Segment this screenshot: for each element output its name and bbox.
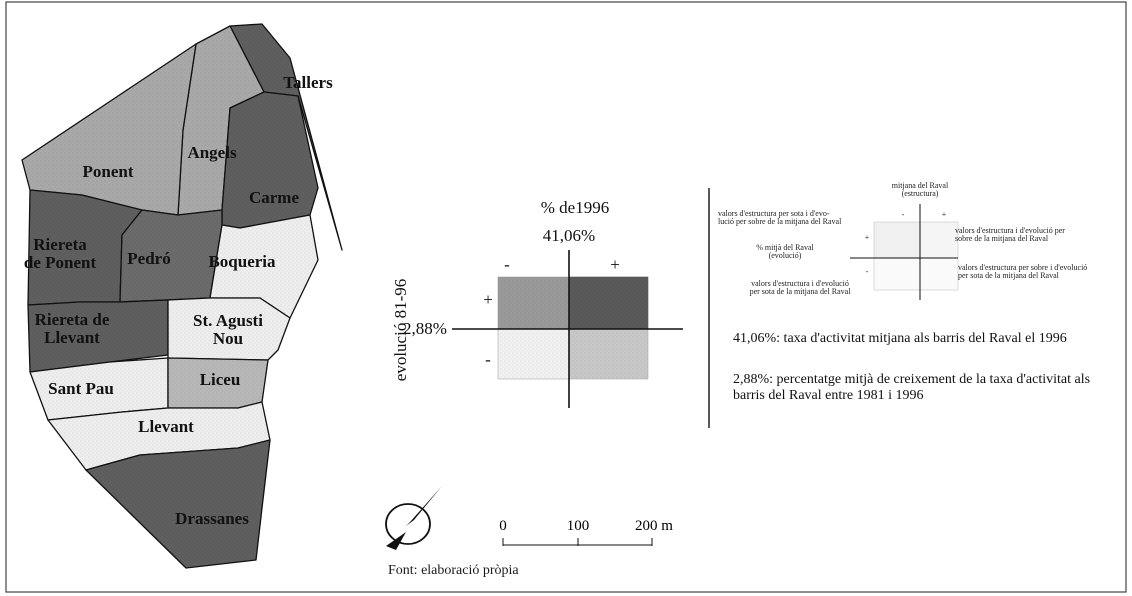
key-upper-right-1: valors d'estructura i d'evolució per [955, 226, 1065, 235]
district-labels: Tallers Angels Ponent Carme Riereta de Ponent… [24, 73, 333, 528]
key-upper-right-2: sobre de la mitjana del Raval [955, 234, 1049, 243]
key-lower-right-1: valors d'estructura per sobre i d'evoluc… [958, 263, 1087, 272]
label-carme: Carme [249, 188, 299, 207]
label-liceu: Liceu [200, 370, 241, 389]
scale-bar: 0 100 200 m [499, 518, 673, 546]
key-top-label-2: (estructura) [902, 189, 939, 198]
key-lower-right-2: per sota de la mitjana del Raval [958, 271, 1060, 280]
key-quadrant-bottom-right [919, 257, 959, 291]
key-col-minus: - [902, 210, 905, 219]
key-lower-left-1: valors d'estructura i d'evolució [751, 279, 849, 288]
note-activity-rate: 41,06%: taxa d'activitat mitjana als bar… [733, 331, 1067, 346]
scale-tick-100: 100 [567, 518, 590, 534]
key-mid-left-2: (evolució) [769, 251, 802, 260]
key-quadrant-bottom-left [873, 257, 921, 291]
label-riereta-llevant: Riereta de Llevant [35, 310, 110, 347]
key-upper-left-2: lució per sobre de la mitjana del Raval [718, 217, 842, 226]
legend-title: % de1996 [541, 198, 609, 217]
key-quadrant-top-right [919, 221, 959, 259]
label-boqueria: Boqueria [208, 252, 276, 271]
label-tallers: Tallers [283, 73, 333, 92]
label-sant-agusti: St. Agusti Nou [193, 311, 263, 348]
quadrant-legend: % de1996 41,06% - + + - evolució 81-96 2… [391, 198, 683, 408]
label-llevant: Llevant [138, 417, 194, 436]
key-row-minus: - [866, 267, 869, 276]
key-col-plus: + [942, 210, 947, 219]
quadrant-key: mitjana del Raval (estructura) - + + - v… [708, 181, 1087, 428]
legend-col-minus: - [504, 255, 510, 274]
legend-row-minus: - [485, 350, 491, 369]
scale-tick-200: 200 m [635, 518, 673, 534]
label-sant-pau: Sant Pau [48, 379, 114, 398]
label-angels: Angels [187, 143, 237, 162]
key-row-plus: + [865, 233, 870, 242]
figure-frame [5, 1, 1127, 593]
key-upper-left-1: valors d'estructura per sota i d'evo- [718, 209, 830, 218]
legend-y-axis-label: evolució 81-96 [391, 279, 410, 381]
label-ponent: Ponent [83, 162, 134, 181]
label-riereta-ponent: Riereta de Ponent [24, 235, 97, 272]
label-pedro: Pedró [127, 249, 170, 268]
note-growth-rate: 2,88%: percentatge mitjà de creixement d… [733, 372, 1091, 403]
legend-y-value: 2,88% [403, 319, 447, 338]
legend-row-plus: + [483, 290, 493, 309]
key-lower-left-2: per sota de la mitjana del Raval [750, 287, 852, 296]
key-top-label-1: mitjana del Raval [892, 181, 949, 190]
quadrant-texture [498, 277, 648, 379]
north-arrow-icon [385, 486, 442, 550]
scale-tick-0: 0 [499, 518, 507, 534]
label-drassanes: Drassanes [175, 509, 249, 528]
source-credit: Font: elaboració pròpia [388, 563, 519, 578]
raval-map [21, 23, 343, 569]
legend-x-value: 41,06% [543, 226, 595, 245]
key-quadrant-top-left [873, 221, 921, 259]
key-mid-left-1: % mitjà del Raval [756, 243, 814, 252]
legend-col-plus: + [610, 255, 620, 274]
